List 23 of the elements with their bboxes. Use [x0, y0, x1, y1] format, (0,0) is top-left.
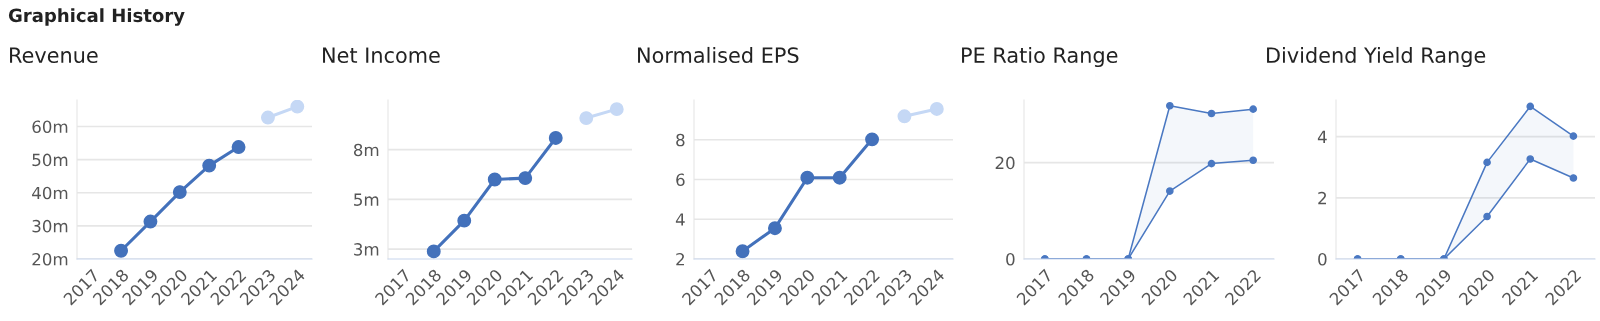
y-tick-label: 4 [675, 213, 685, 226]
y-tick-label: 5m [354, 193, 379, 206]
y-tick-label: 8m [353, 143, 379, 157]
y-tick-label: 4 [1317, 130, 1327, 144]
y-tick-label: 6 [676, 173, 685, 187]
y-tick-label: 20 [995, 156, 1015, 170]
chart-title: Dividend Yield Range [1267, 46, 1486, 68]
y-tick-label: 2 [676, 252, 684, 266]
text: Graphical History [8, 8, 185, 26]
y-tick-label: 50m [32, 153, 68, 167]
y-tick-label: 2 [1318, 191, 1326, 205]
chart-title: Normalised EPS [638, 46, 799, 64]
y-tick-label: 8 [676, 133, 685, 147]
y-tick-label: 20m [32, 252, 68, 266]
y-tick-label: 30m [32, 219, 68, 233]
chart-title: Net Income [323, 47, 440, 64]
chart-title: Revenue [10, 47, 98, 64]
y-tick-label: 0 [1006, 252, 1015, 266]
y-tick-label: 0 [1318, 252, 1327, 266]
chart-title: PE Ratio Range [962, 46, 1118, 68]
y-tick-label: 40m [32, 186, 68, 200]
y-tick-label: 3m [354, 243, 379, 256]
y-tick-label: 60m [32, 120, 68, 134]
